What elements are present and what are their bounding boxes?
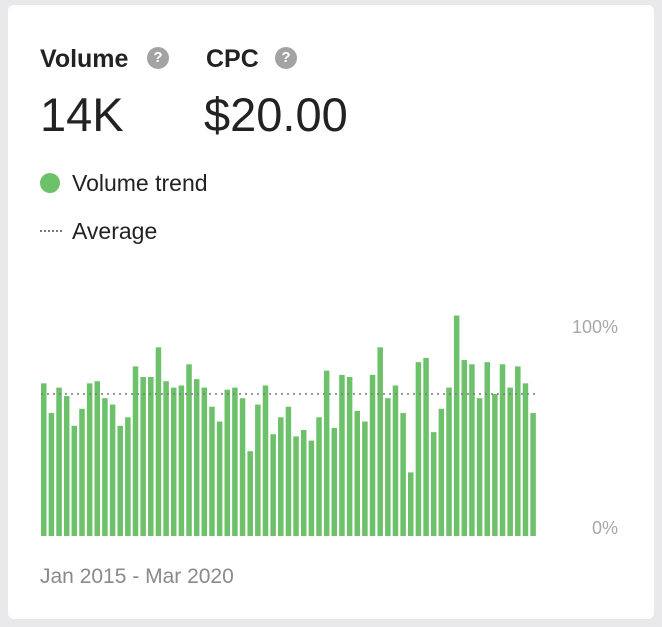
volume-bar <box>300 430 307 536</box>
volume-help-icon[interactable]: ? <box>147 47 169 69</box>
volume-bar <box>430 432 437 536</box>
volume-bar <box>308 440 315 536</box>
volume-bar <box>178 385 185 536</box>
volume-bar <box>270 434 276 536</box>
volume-bar <box>193 379 200 536</box>
volume-bar <box>316 417 322 536</box>
volume-bar <box>354 410 360 536</box>
volume-bar <box>293 436 299 536</box>
volume-bar <box>285 406 292 536</box>
volume-bar <box>415 362 422 536</box>
volume-bar <box>48 413 55 536</box>
volume-bar <box>339 374 345 536</box>
volume-bar <box>423 357 429 536</box>
volume-label: Volume <box>40 45 129 73</box>
volume-bar <box>117 425 123 536</box>
volume-bar <box>109 404 116 536</box>
volume-bar <box>209 406 215 536</box>
volume-bar <box>125 417 131 536</box>
volume-bar <box>484 362 490 536</box>
volume-bar <box>507 387 513 536</box>
volume-bar <box>522 383 529 536</box>
legend-average-label: Average <box>72 217 158 244</box>
volume-bar <box>346 377 353 536</box>
cpc-label: CPC <box>206 45 259 73</box>
keyword-metrics-card: Volume ? 14K CPC ? $20.00 Volume trend A… <box>8 5 654 619</box>
legend-volume-trend-label: Volume trend <box>72 169 208 196</box>
volume-bar <box>41 383 47 536</box>
volume-bar <box>232 387 238 536</box>
volume-bar <box>79 408 85 536</box>
volume-bar <box>155 347 162 536</box>
volume-bar <box>331 427 338 536</box>
volume-bar <box>224 389 231 536</box>
volume-bar <box>377 347 383 536</box>
volume-bar <box>216 421 223 536</box>
cpc-help-icon[interactable]: ? <box>275 47 297 69</box>
volume-bar <box>170 387 177 536</box>
volume-bar <box>63 396 70 536</box>
volume-bar <box>385 398 391 536</box>
volume-bar <box>71 425 78 536</box>
volume-bar <box>362 421 368 536</box>
legend-volume-trend: Volume trend <box>40 170 208 196</box>
volume-bar <box>163 381 169 536</box>
volume-bar <box>323 370 330 536</box>
volume-value: 14K <box>40 88 124 141</box>
y-tick-0: 0% <box>592 518 618 538</box>
volume-bar <box>530 413 536 536</box>
volume-bar <box>392 385 399 536</box>
volume-bar <box>94 381 101 536</box>
volume-bar <box>461 360 468 536</box>
volume-bar <box>515 366 521 536</box>
legend-average: Average <box>40 218 157 244</box>
volume-bar <box>239 398 246 536</box>
volume-bar <box>408 472 414 536</box>
y-tick-100: 100% <box>572 317 618 337</box>
volume-bar <box>446 387 452 536</box>
volume-bar <box>453 315 460 536</box>
chart-bars <box>41 315 536 536</box>
volume-bar <box>102 398 108 536</box>
date-range: Jan 2015 - Mar 2020 <box>40 565 234 588</box>
volume-bar <box>255 404 261 536</box>
volume-bar <box>86 383 93 536</box>
volume-bar <box>201 387 208 536</box>
volume-bar <box>56 387 62 536</box>
cpc-value: $20.00 <box>204 88 348 141</box>
volume-bar <box>186 364 192 536</box>
volume-bar <box>499 364 506 536</box>
volume-trend-chart: 100% 0% <box>41 315 618 538</box>
volume-bar <box>476 398 483 536</box>
volume-bar <box>492 393 498 536</box>
volume-bar <box>148 377 154 536</box>
volume-bar <box>469 364 475 536</box>
volume-bar <box>438 408 445 536</box>
volume-bar <box>278 417 284 536</box>
average-swatch <box>40 230 62 232</box>
volume-bar <box>247 451 253 536</box>
volume-bar <box>140 377 146 536</box>
volume-bar <box>262 385 269 536</box>
volume-bar <box>400 413 406 536</box>
volume-bar <box>369 374 376 536</box>
volume-bar <box>132 366 139 536</box>
volume-trend-swatch <box>40 173 60 193</box>
